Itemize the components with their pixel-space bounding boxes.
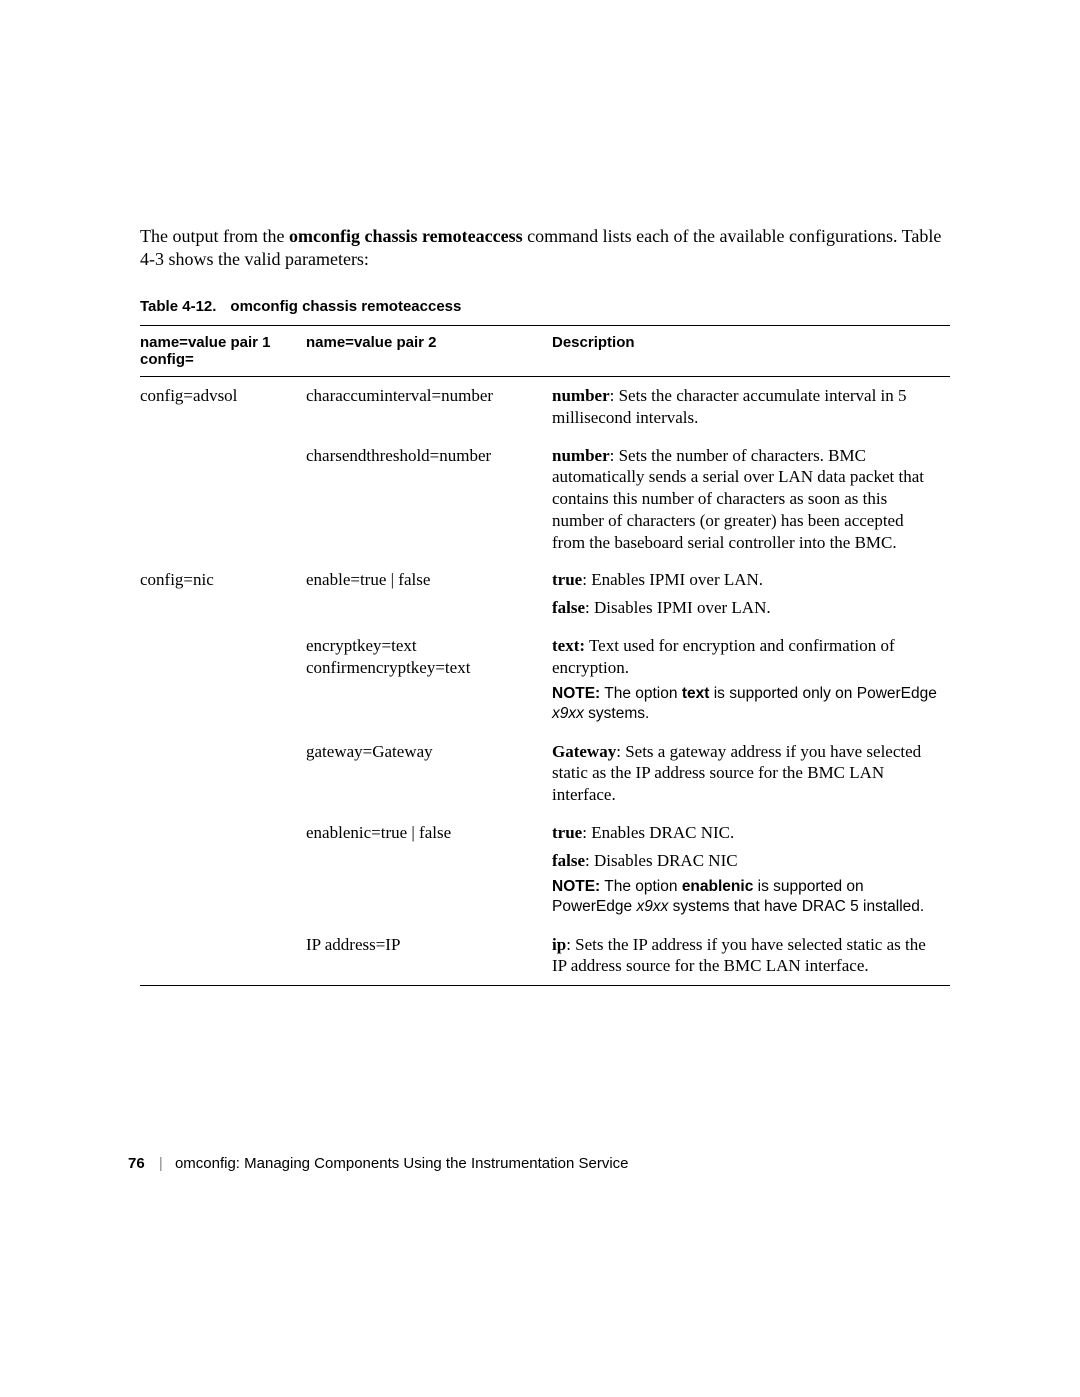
desc-text: : Disables DRAC NIC (585, 851, 738, 870)
cell-pair2: enablenic=true | false (306, 814, 552, 926)
note-t3: systems. (584, 705, 649, 722)
cell-config: config=nic (140, 561, 306, 627)
desc-bold: number (552, 446, 610, 465)
desc-text: : Sets the IP address if you have select… (552, 935, 926, 976)
note-model: x9xx (552, 705, 584, 722)
table-row: config=nic enable=true | false true: Ena… (140, 561, 950, 627)
cell-config-empty (140, 926, 306, 986)
note-block: NOTE: The option text is supported only … (552, 684, 940, 724)
cell-desc: true: Enables DRAC NIC. false: Disables … (552, 814, 950, 926)
pair2-line2: confirmencryptkey=text (306, 657, 542, 679)
desc-text: : Enables DRAC NIC. (582, 823, 734, 842)
note-t2: is supported only on PowerEdge (709, 685, 936, 702)
note-t1: The option (600, 685, 682, 702)
cell-config-empty (140, 814, 306, 926)
table-row: config=advsol characcuminterval=number n… (140, 377, 950, 437)
desc-bold: ip (552, 935, 566, 954)
content-area: The output from the omconfig chassis rem… (140, 225, 950, 986)
intro-pre: The output from the (140, 226, 289, 246)
note-label: NOTE: (552, 685, 600, 702)
page: The output from the omconfig chassis rem… (0, 0, 1080, 1397)
header-col1: name=value pair 1 config= (140, 326, 306, 377)
header-col1-line2: config= (140, 351, 194, 368)
note-t3: systems that have DRAC 5 installed. (668, 898, 924, 915)
note-opt: text (682, 685, 710, 702)
cell-desc: ip: Sets the IP address if you have sele… (552, 926, 950, 986)
table-row: IP address=IP ip: Sets the IP address if… (140, 926, 950, 986)
page-footer: 76 | omconfig: Managing Components Using… (128, 1155, 629, 1172)
header-col3: Description (552, 326, 950, 377)
caption-number: Table 4-12. (140, 298, 216, 315)
intro-bold: omconfig chassis remoteaccess (289, 226, 523, 246)
table-row: gateway=Gateway Gateway: Sets a gateway … (140, 733, 950, 814)
cell-pair2: characcuminterval=number (306, 377, 552, 437)
cell-config-empty (140, 627, 306, 733)
note-label: NOTE: (552, 878, 600, 895)
footer-separator: | (159, 1155, 163, 1172)
cell-pair2: enable=true | false (306, 561, 552, 627)
intro-paragraph: The output from the omconfig chassis rem… (140, 225, 950, 270)
desc-bold: false (552, 598, 585, 617)
cell-desc: number: Sets the number of characters. B… (552, 437, 950, 562)
cell-pair2: charsendthreshold=number (306, 437, 552, 562)
desc-text: : Enables IPMI over LAN. (582, 570, 763, 589)
cell-desc: true: Enables IPMI over LAN. false: Disa… (552, 561, 950, 627)
cell-desc: number: Sets the character accumulate in… (552, 377, 950, 437)
page-number: 76 (128, 1155, 145, 1172)
desc-bold: true (552, 823, 582, 842)
table-row: charsendthreshold=number number: Sets th… (140, 437, 950, 562)
desc-text: Text used for encryption and confirmatio… (552, 636, 895, 677)
desc-bold: Gateway (552, 742, 616, 761)
table-row: enablenic=true | false true: Enables DRA… (140, 814, 950, 926)
footer-title: omconfig: Managing Components Using the … (175, 1155, 629, 1172)
pair2-line1: encryptkey=text (306, 635, 542, 657)
cell-pair2: IP address=IP (306, 926, 552, 986)
caption-title: omconfig chassis remoteaccess (230, 298, 461, 315)
desc-bold: true (552, 570, 582, 589)
cell-pair2: encryptkey=text confirmencryptkey=text (306, 627, 552, 733)
cell-config-empty (140, 733, 306, 814)
table-caption: Table 4-12. omconfig chassis remoteaccess (140, 298, 950, 315)
table-header-row: name=value pair 1 config= name=value pai… (140, 326, 950, 377)
desc-bold: number (552, 386, 610, 405)
cell-config: config=advsol (140, 377, 306, 437)
note-opt: enablenic (682, 878, 754, 895)
cell-pair2: gateway=Gateway (306, 733, 552, 814)
header-col1-line1: name=value pair 1 (140, 334, 271, 351)
desc-text: : Disables IPMI over LAN. (585, 598, 771, 617)
cell-desc: text: Text used for encryption and confi… (552, 627, 950, 733)
note-model: x9xx (636, 898, 668, 915)
table-row: encryptkey=text confirmencryptkey=text t… (140, 627, 950, 733)
desc-bold: text: (552, 636, 585, 655)
cell-desc: Gateway: Sets a gateway address if you h… (552, 733, 950, 814)
params-table: name=value pair 1 config= name=value pai… (140, 325, 950, 986)
header-col2: name=value pair 2 (306, 326, 552, 377)
desc-bold: false (552, 851, 585, 870)
note-block: NOTE: The option enablenic is supported … (552, 877, 940, 917)
note-t1: The option (600, 878, 682, 895)
cell-config-empty (140, 437, 306, 562)
